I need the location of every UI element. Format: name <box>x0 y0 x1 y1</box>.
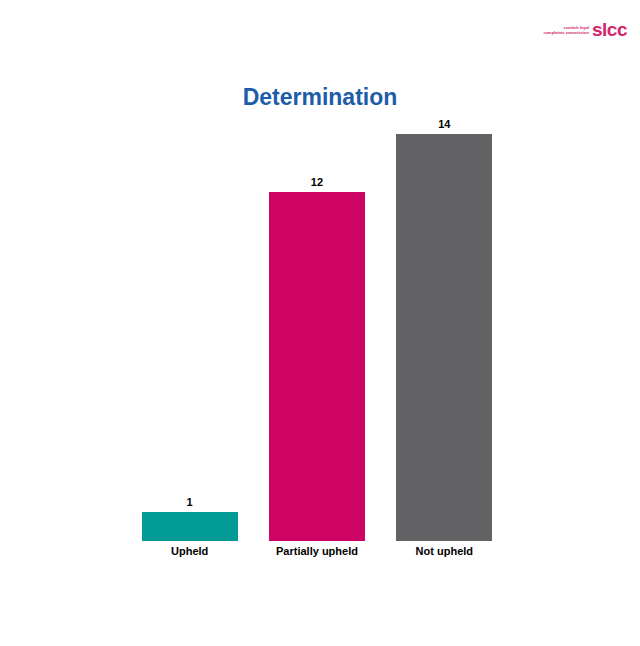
category-labels: UpheldPartially upheldNot upheld <box>126 545 508 557</box>
value-label-partially-upheld: 12 <box>311 176 323 188</box>
logo-text: slcc <box>592 23 627 37</box>
bar-chart: 1 12 14 <box>126 0 508 541</box>
category-label-partially-upheld: Partially upheld <box>253 545 380 557</box>
bar-upheld <box>142 512 238 541</box>
bar-column-partially-upheld: 12 <box>253 176 380 541</box>
value-label-not-upheld: 14 <box>438 118 450 130</box>
bar-column-upheld: 1 <box>126 496 253 541</box>
logo-tagline: scottish legal complaints commission <box>543 26 589 35</box>
bar-partially-upheld <box>269 192 365 541</box>
slcc-logo: scottish legal complaints commission slc… <box>543 23 627 37</box>
category-label-not-upheld: Not upheld <box>381 545 508 557</box>
value-label-upheld: 1 <box>187 496 193 508</box>
page: scottish legal complaints commission slc… <box>0 0 640 646</box>
logo-tagline-line2: complaints commission <box>543 31 589 36</box>
category-label-upheld: Upheld <box>126 545 253 557</box>
bar-not-upheld <box>396 134 492 541</box>
bar-column-not-upheld: 14 <box>381 118 508 541</box>
